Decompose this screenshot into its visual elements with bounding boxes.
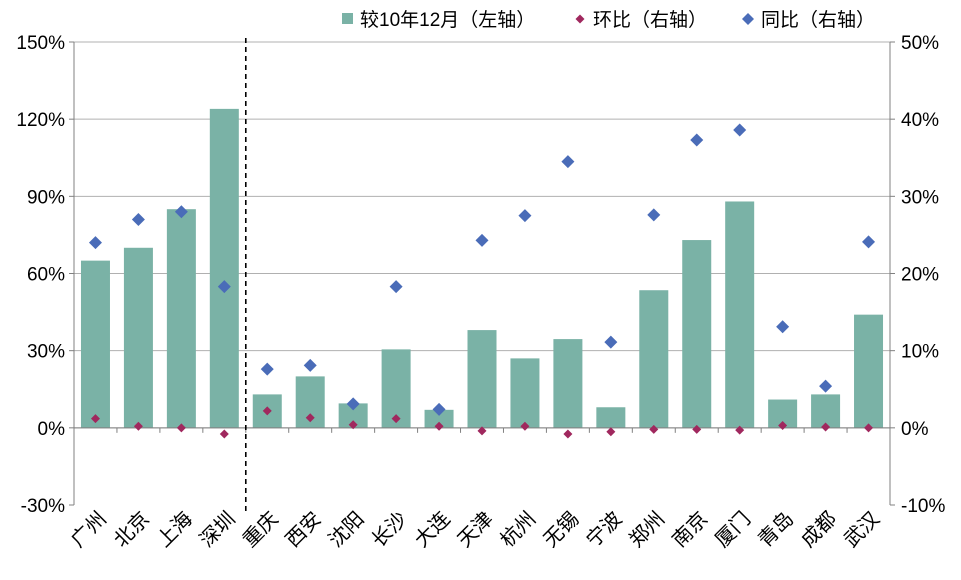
marker-series xyxy=(88,123,876,439)
yoy-point-天津 xyxy=(475,233,489,247)
mom-point-天津 xyxy=(477,426,487,436)
yoy-point-武汉 xyxy=(862,235,876,249)
category-label: 北京 xyxy=(109,507,154,552)
mom-point-成都 xyxy=(821,422,831,432)
legend-swatch-diamond xyxy=(742,13,754,25)
right-axis-ticks: -10% 0% 10% 20% 30% 40% 50% xyxy=(901,33,945,517)
left-tick-label: 60% xyxy=(27,265,65,286)
right-tick-label: 30% xyxy=(901,187,939,208)
bar-深圳 xyxy=(209,108,239,428)
yoy-point-无锡 xyxy=(561,155,575,169)
mom-point-宁波 xyxy=(606,427,616,437)
left-tick-label: 90% xyxy=(27,187,65,208)
bar-成都 xyxy=(811,394,841,428)
yoy-point-南京 xyxy=(690,133,704,147)
right-tick-label: 0% xyxy=(901,419,929,440)
mom-point-沈阳 xyxy=(348,420,358,430)
mom-point-重庆 xyxy=(262,406,272,416)
mom-point-无锡 xyxy=(563,429,573,439)
category-label: 广州 xyxy=(66,507,111,552)
left-tick-label: -30% xyxy=(21,496,65,517)
mom-point-杭州 xyxy=(520,421,530,431)
yoy-point-青岛 xyxy=(776,320,790,334)
category-label: 无锡 xyxy=(539,507,584,552)
category-label: 成都 xyxy=(797,507,842,552)
category-label: 武汉 xyxy=(840,507,885,552)
mom-point-上海 xyxy=(176,423,186,433)
category-label: 上海 xyxy=(152,507,197,552)
yoy-point-北京 xyxy=(131,212,145,226)
yoy-point-沈阳 xyxy=(346,397,360,411)
category-label: 大连 xyxy=(410,507,455,552)
legend: 较10年12月（左轴） 环比（右轴） 同比（右轴） xyxy=(342,9,875,31)
bar-上海 xyxy=(166,209,196,428)
category-label: 厦门 xyxy=(711,507,756,552)
legend-swatch-bar xyxy=(342,13,353,24)
mom-point-长沙 xyxy=(391,414,401,424)
right-tick-label: 20% xyxy=(901,265,939,286)
category-label: 西安 xyxy=(281,507,326,552)
yoy-point-深圳 xyxy=(217,280,231,294)
category-label: 深圳 xyxy=(195,507,240,552)
legend-label: 同比（右轴） xyxy=(761,9,875,31)
left-axis-ticks: -30% 0% 30% 60% 90% 120% 150% xyxy=(16,33,65,517)
yoy-point-西安 xyxy=(303,358,317,372)
legend-label: 较10年12月（左轴） xyxy=(360,9,535,31)
bar-series xyxy=(80,108,884,428)
mom-point-北京 xyxy=(133,421,143,431)
category-label: 青岛 xyxy=(754,507,799,552)
bar-北京 xyxy=(123,247,153,428)
legend-swatch-diamond xyxy=(575,14,585,24)
category-label: 南京 xyxy=(668,507,713,552)
bar-天津 xyxy=(467,330,497,428)
left-tick-label: 30% xyxy=(27,342,65,363)
yoy-point-郑州 xyxy=(647,208,661,222)
bar-广州 xyxy=(80,260,110,428)
mom-point-青岛 xyxy=(778,421,788,431)
yoy-point-上海 xyxy=(174,205,188,219)
bar-郑州 xyxy=(639,290,669,428)
category-label: 沈阳 xyxy=(324,507,369,552)
category-label: 天津 xyxy=(453,507,498,552)
category-label: 重庆 xyxy=(238,507,283,552)
yoy-point-大连 xyxy=(432,402,446,416)
yoy-point-厦门 xyxy=(733,123,747,137)
category-label: 杭州 xyxy=(496,507,541,552)
legend-label: 环比（右轴） xyxy=(593,9,707,31)
bar-南京 xyxy=(682,240,712,428)
left-tick-label: 0% xyxy=(38,419,66,440)
mom-point-深圳 xyxy=(219,429,229,439)
mom-point-广州 xyxy=(90,414,100,424)
category-label: 郑州 xyxy=(625,507,670,552)
bar-无锡 xyxy=(553,339,583,428)
yoy-point-宁波 xyxy=(604,335,618,349)
left-tick-label: 120% xyxy=(16,110,65,131)
bar-厦门 xyxy=(725,201,755,428)
mom-point-大连 xyxy=(434,421,444,431)
yoy-point-杭州 xyxy=(518,209,532,223)
yoy-point-重庆 xyxy=(260,362,274,376)
right-tick-label: -10% xyxy=(901,496,945,517)
mom-point-厦门 xyxy=(735,425,745,435)
category-label: 长沙 xyxy=(367,507,412,552)
right-tick-label: 50% xyxy=(901,33,939,54)
yoy-point-成都 xyxy=(819,379,833,393)
left-tick-label: 150% xyxy=(16,33,65,54)
category-label: 宁波 xyxy=(582,507,627,552)
bar-宁波 xyxy=(596,407,626,428)
yoy-point-长沙 xyxy=(389,280,403,294)
bar-杭州 xyxy=(510,358,540,428)
bar-武汉 xyxy=(854,314,884,428)
mom-point-西安 xyxy=(305,413,315,423)
yoy-point-广州 xyxy=(88,236,102,250)
category-labels: 广州 北京 上海 深圳 重庆 西安 沈阳 长沙 大连 天津 杭州 无锡 宁波 郑州 南京 厦门 青岛 成都 武汉 xyxy=(66,507,884,552)
mom-point-郑州 xyxy=(649,424,659,434)
mom-point-武汉 xyxy=(864,423,874,433)
right-tick-label: 10% xyxy=(901,342,939,363)
right-tick-label: 40% xyxy=(901,110,939,131)
bar-大连 xyxy=(424,409,454,428)
mom-point-南京 xyxy=(692,424,702,434)
